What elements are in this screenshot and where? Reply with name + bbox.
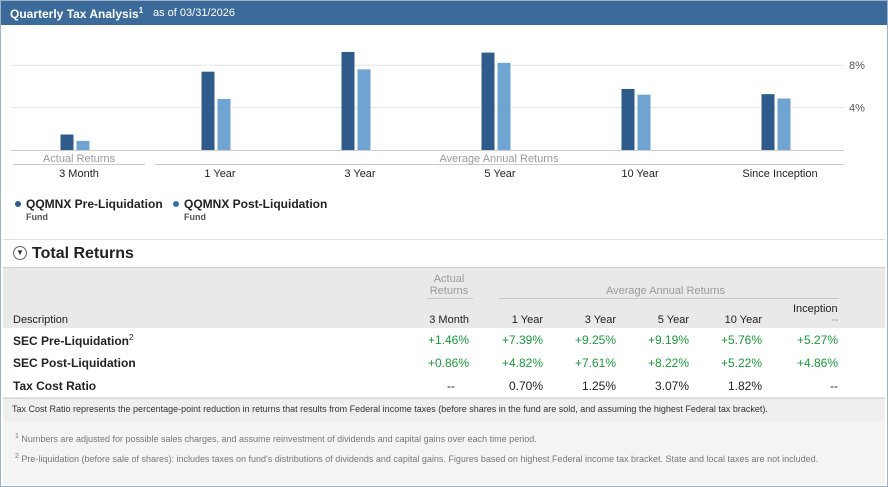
collapse-circle-icon[interactable]: ▼	[13, 245, 27, 260]
cell-3-month: +1.46%	[427, 333, 469, 347]
x-tick-label: 3 Year	[344, 168, 376, 180]
table-row: SEC Post-Liquidation +0.86% +4.82% +7.61…	[3, 351, 885, 375]
x-tick-label: 10 Year	[621, 168, 659, 180]
bar	[621, 88, 635, 150]
divider	[3, 239, 885, 240]
col-5-year: 5 Year	[657, 314, 689, 326]
x-tick-label: 1 Year	[204, 168, 236, 180]
cell-inception: +4.86%	[796, 356, 838, 370]
cell-3-month: +0.86%	[427, 356, 469, 370]
row-label: Tax Cost Ratio	[13, 379, 97, 393]
cell-inception: --	[830, 379, 838, 393]
table-header: Actual Returns Average Annual Returns Inc…	[3, 267, 885, 330]
bar	[341, 51, 355, 151]
returns-bar-chart: 8% 4% 3 Month 1 Year 3 Year 5 Year 10 Year Sinc…	[11, 51, 865, 180]
y-tick-label: 4%	[849, 103, 865, 115]
panel-title: Quarterly Tax Analysis1	[10, 6, 144, 21]
cell-1-year: 0.70%	[508, 379, 543, 393]
bar	[497, 62, 511, 151]
cell-3-year: 1.25%	[581, 379, 616, 393]
bar	[481, 52, 495, 150]
cell-10-year: +5.22%	[720, 356, 762, 370]
group-underline	[499, 298, 839, 299]
col-inception: Inception	[793, 303, 838, 315]
bar	[637, 94, 651, 150]
bar	[217, 98, 231, 150]
footnotes: 1 Numbers are adjusted for possible sale…	[3, 421, 885, 485]
bar	[777, 98, 791, 150]
total-returns-toggle[interactable]: ▼ Total Returns	[13, 245, 134, 263]
bar	[76, 140, 90, 150]
average-annual-returns-label: Average Annual Returns	[439, 153, 559, 165]
cell-5-year: 3.07%	[654, 379, 689, 393]
group-underline	[427, 298, 473, 299]
col-3-year: 3 Year	[584, 314, 616, 326]
cell-3-month: --	[447, 379, 455, 393]
col-1-year: 1 Year	[511, 314, 543, 326]
footnote-1: 1 Numbers are adjusted for possible sale…	[15, 433, 537, 444]
panel-header: Quarterly Tax Analysis1 as of 03/31/2026	[1, 1, 887, 25]
cell-5-year: +9.19%	[647, 333, 689, 347]
col-10-year: 10 Year	[724, 314, 762, 326]
as-of-date: as of 03/31/2026	[153, 7, 235, 19]
legend-pre-liquidation: QQMNX Pre-Liquidation Fund	[15, 197, 163, 222]
x-tick-label: 5 Year	[484, 168, 516, 180]
legend-dot-icon	[173, 200, 179, 207]
cell-10-year: +5.76%	[720, 333, 762, 347]
bar	[60, 134, 74, 150]
average-annual-group-label: Average Annual Returns	[606, 285, 726, 297]
bar	[761, 94, 775, 150]
col-inception-sub: --	[831, 314, 839, 326]
col-3-month: 3 Month	[429, 314, 469, 326]
cell-5-year: +8.22%	[647, 356, 689, 370]
row-label: SEC Post-Liquidation	[13, 356, 136, 370]
row-label: SEC Pre-Liquidation2	[13, 333, 134, 348]
x-tick-label: 3 Month	[59, 168, 99, 180]
table-row: Tax Cost Ratio -- 0.70% 1.25% 3.07% 1.82…	[3, 374, 885, 398]
cell-1-year: +4.82%	[501, 356, 543, 370]
bar	[201, 71, 215, 150]
tax-cost-ratio-note: Tax Cost Ratio represents the percentage…	[3, 398, 885, 422]
cell-3-year: +7.61%	[574, 356, 616, 370]
y-tick-label: 8%	[849, 60, 865, 72]
col-description: Description	[13, 314, 69, 326]
actual-returns-label: Actual Returns	[43, 153, 116, 165]
x-tick-label: Since Inception	[742, 168, 817, 180]
bar	[357, 69, 371, 150]
table-row: SEC Pre-Liquidation2 +1.46% +7.39% +9.25…	[3, 328, 885, 352]
cell-3-year: +9.25%	[574, 333, 616, 347]
cell-1-year: +7.39%	[501, 333, 543, 347]
cell-10-year: 1.82%	[727, 379, 762, 393]
legend-dot-icon	[15, 200, 21, 207]
legend-post-liquidation: QQMNX Post-Liquidation Fund	[173, 197, 327, 222]
footnote-2: 2 Pre-liquidation (before sale of shares…	[15, 453, 819, 464]
actual-returns-group-label: Actual Returns	[429, 273, 469, 297]
cell-inception: +5.27%	[796, 333, 838, 347]
